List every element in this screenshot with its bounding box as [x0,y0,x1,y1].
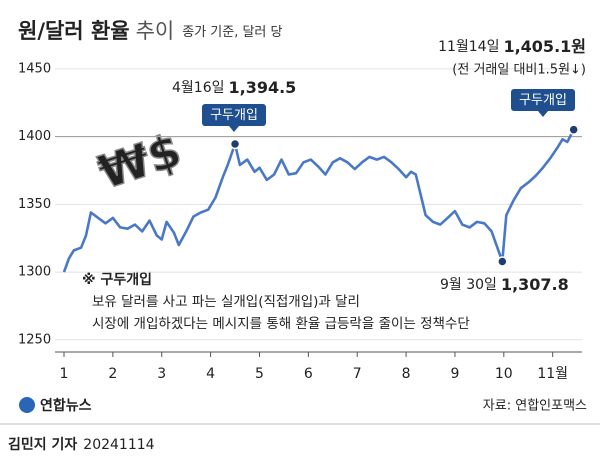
title-light: 추이 [136,19,175,43]
note-line: 보유 달러를 사고 파는 실개입(직접개입)과 달리 [92,294,360,310]
change-note: (전 거래일 대비1.5원↓) [452,63,586,78]
y-tick-label: 1350 [18,197,51,212]
highlight-point [568,124,579,135]
y-tick-label: 1300 [18,265,51,280]
x-tick-label: 8 [402,366,411,382]
annotation-date: 11월14일 [438,39,499,55]
byline: 김민지 기자 20241114 [8,436,155,453]
annotation-date: 4월16일 [172,80,224,96]
x-tick-label: 5 [255,366,264,382]
chart-title: 원/달러 환율 추이 종가 기준, 달러 당 [18,19,283,43]
x-tick-label: 6 [304,366,313,382]
y-tick-label: 1450 [18,61,51,76]
subtitle: 종가 기준, 달러 당 [182,25,282,40]
x-tick-label: 2 [108,366,117,382]
value-label: 1,307.8 [501,275,569,294]
point-annotation: 9월 30일 1,307.8 [440,275,569,294]
highlight-point [229,138,241,150]
logo-icon [19,397,35,413]
value-label: 1,405.1원 [503,37,586,56]
line [62,129,575,273]
badge-label: 구두개입 [519,93,567,108]
value-label: 1,394.5 [228,78,296,97]
logo: 연합뉴스 [40,397,92,414]
note-line: 시장에 개입하겠다는 메시지를 통해 환율 급등락을 줄이는 정책수단 [92,316,470,332]
point-annotation: 11월14일 1,405.1원 [438,37,586,56]
source: 자료: 연합인포맥스 [483,399,587,414]
badge [511,89,575,111]
point-annotation: 4월16일 1,394.5 [172,78,296,97]
badge-label: 구두개입 [210,108,258,123]
badge-pointer [538,111,548,117]
x-tick-label: 11월 [537,366,568,382]
x-tick-label: 3 [157,366,166,382]
x-tick-label: 1 [60,366,69,382]
title-bold: 원/달러 환율 [18,19,130,43]
byline-date: 20241114 [83,437,154,453]
x-tick-label: 4 [206,366,215,382]
badge-pointer [229,126,239,132]
annotation-date: 9월 30일 [440,277,497,293]
highlight-point [497,256,508,267]
x-tick-label: 9 [450,366,459,382]
x-tick-label: 7 [353,366,362,382]
y-tick-label: 1250 [18,332,51,347]
byline-name: 김민지 기자 [8,436,77,453]
note-title: ※ 구두개입 [82,272,152,288]
x-tick-label: 10 [495,366,513,382]
badge [202,104,266,126]
y-tick-label: 1400 [18,129,51,144]
